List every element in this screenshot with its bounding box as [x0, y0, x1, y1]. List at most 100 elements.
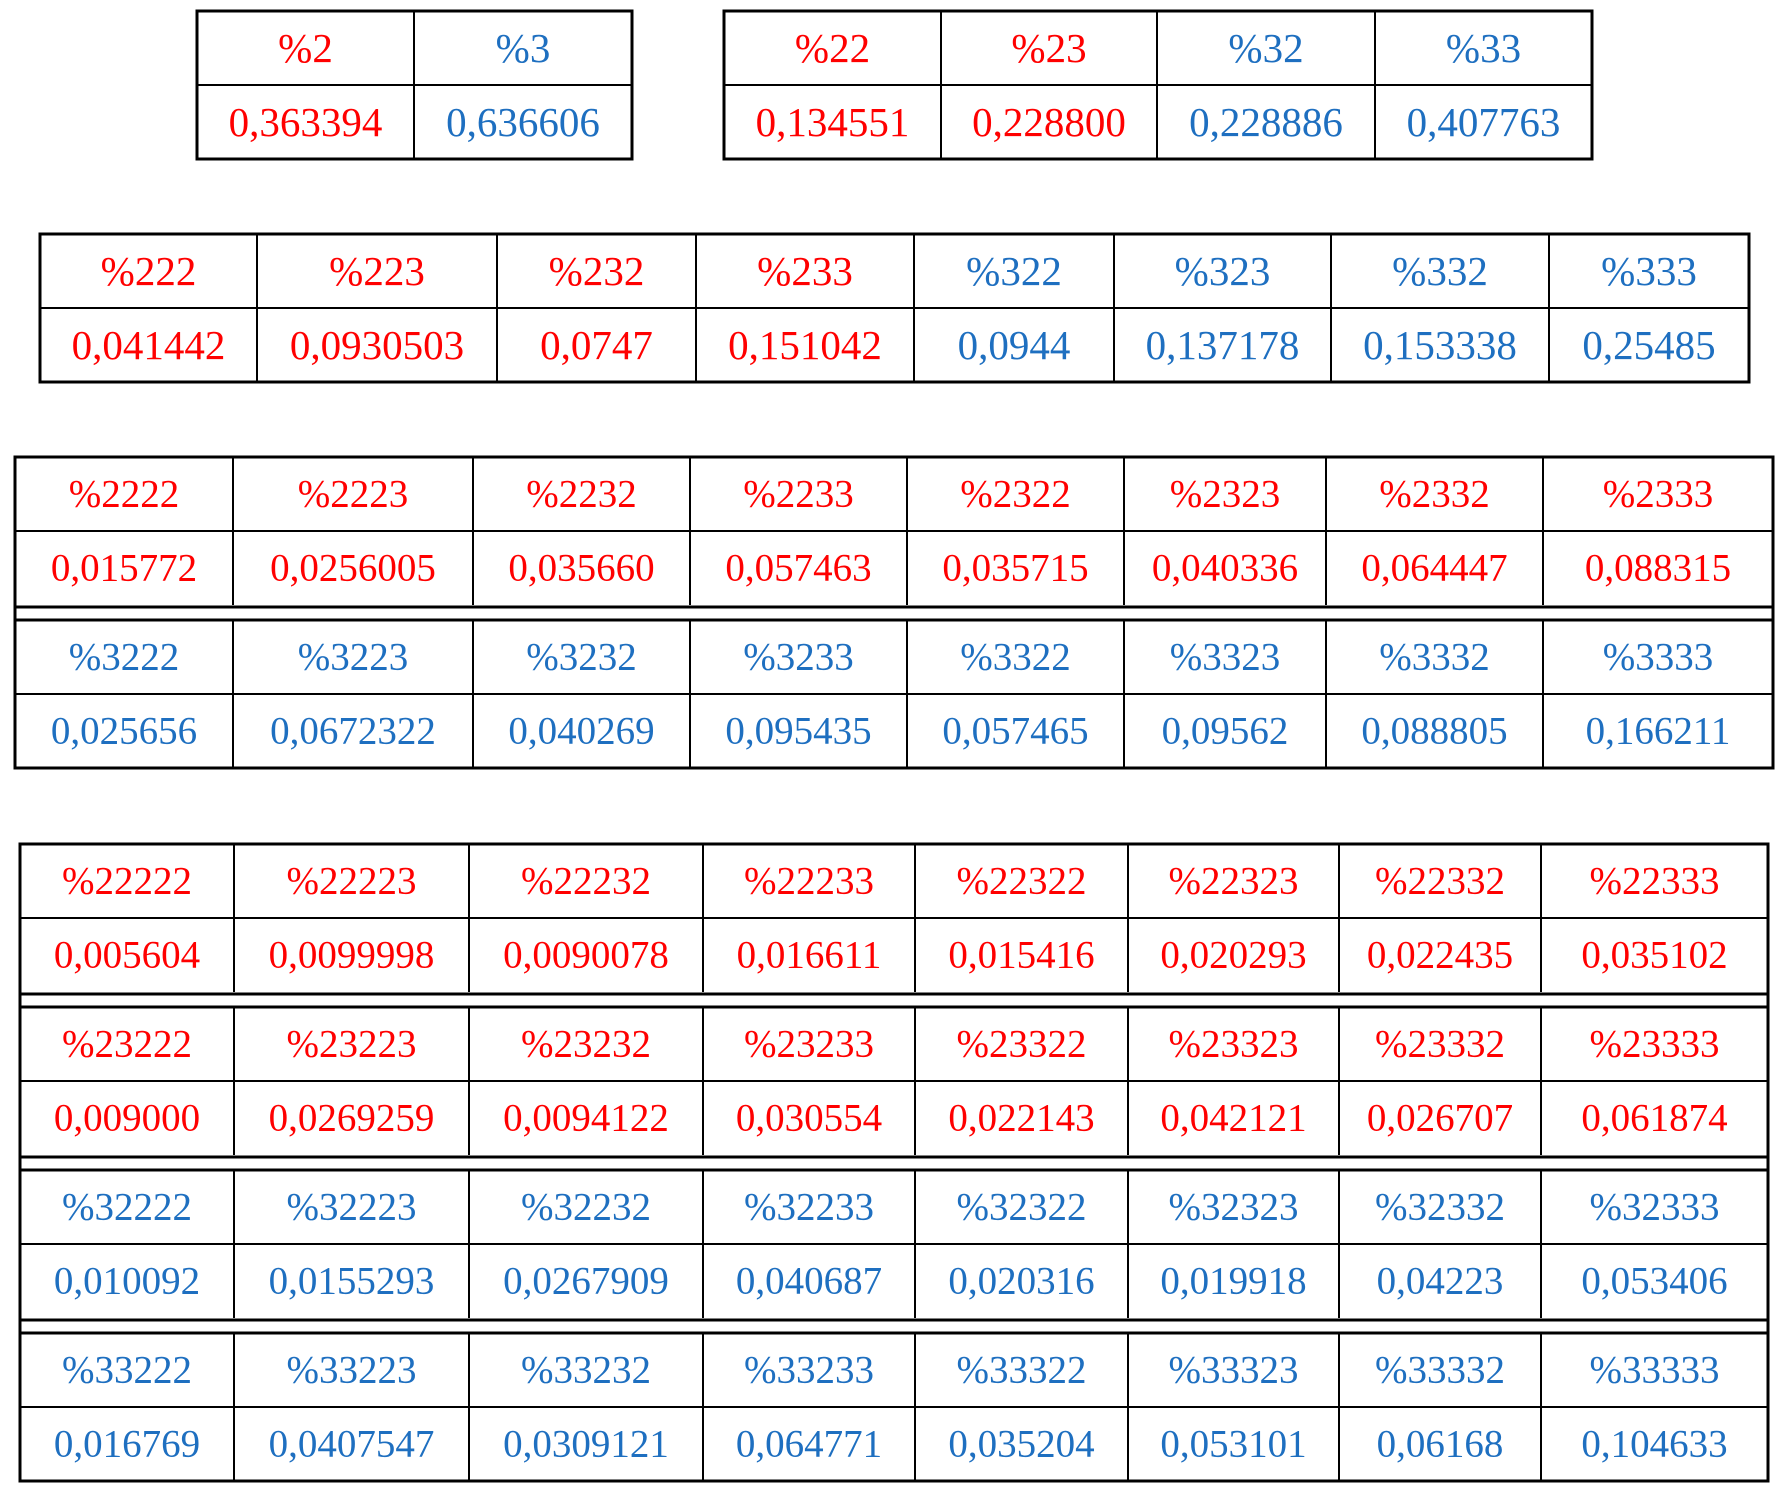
cell-value: 0,015772: [51, 547, 197, 590]
cell-label: %33332: [1375, 1349, 1505, 1392]
cell-value: 0,035660: [508, 547, 654, 590]
cell-label: %32233: [744, 1186, 874, 1229]
cell-value: 0,040687: [736, 1260, 882, 1303]
cell-label: %3223: [298, 636, 409, 679]
cell-value: 0,040336: [1152, 547, 1298, 590]
cell-value: 0,0930503: [290, 322, 464, 368]
cell-label: %23323: [1169, 1023, 1299, 1066]
cell-value: 0,088315: [1585, 547, 1731, 590]
cell-value: 0,061874: [1581, 1097, 1727, 1140]
cell-value: 0,095435: [725, 710, 871, 753]
cell-label: %22322: [957, 860, 1087, 903]
cell-value: 0,0094122: [503, 1097, 669, 1140]
cell-label: %22332: [1375, 860, 1505, 903]
cell-label: %23332: [1375, 1023, 1505, 1066]
cell-label: %22: [795, 25, 870, 71]
cell-value: 0,016611: [737, 934, 882, 977]
cell-value: 0,040269: [508, 710, 654, 753]
cell-value: 0,25485: [1582, 322, 1715, 368]
cell-value: 0,0155293: [269, 1260, 435, 1303]
cell-value: 0,153338: [1363, 322, 1517, 368]
cell-label: %23223: [287, 1023, 417, 1066]
cell-label: %2233: [743, 473, 854, 516]
cell-label: %2222: [69, 473, 180, 516]
cell-value: 0,015416: [948, 934, 1094, 977]
cell-label: %22233: [744, 860, 874, 903]
table-border: [18, 842, 1770, 1483]
cell-value: 0,035102: [1581, 934, 1727, 977]
cell-value: 0,088805: [1361, 710, 1507, 753]
cell-value: 0,035204: [948, 1423, 1094, 1466]
cell-label: %3233: [743, 636, 854, 679]
cell-value: 0,0747: [540, 322, 653, 368]
cell-label: %2: [278, 25, 333, 71]
cell-label: %22323: [1169, 860, 1299, 903]
cell-label: %32322: [957, 1186, 1087, 1229]
cell-value: 0,035715: [942, 547, 1088, 590]
cell-label: %3: [496, 25, 551, 71]
cell-label: %322: [966, 248, 1062, 294]
cell-label: %3332: [1379, 636, 1490, 679]
cell-value: 0,0309121: [503, 1423, 669, 1466]
cell-label: %323: [1175, 248, 1271, 294]
cell-label: %332: [1392, 248, 1488, 294]
cell-label: %222: [101, 248, 197, 294]
cell-label: %3323: [1170, 636, 1281, 679]
cell-label: %232: [549, 248, 645, 294]
cell-value: 0,019918: [1160, 1260, 1306, 1303]
cell-value: 0,0269259: [269, 1097, 435, 1140]
cell-value: 0,026707: [1367, 1097, 1513, 1140]
cell-label: %23: [1011, 25, 1086, 71]
cell-value: 0,06168: [1377, 1423, 1504, 1466]
cell-value: 0,363394: [229, 99, 383, 145]
cell-label: %32333: [1590, 1186, 1720, 1229]
cell-label: %23233: [744, 1023, 874, 1066]
cell-label: %23322: [957, 1023, 1087, 1066]
cell-label: %3232: [526, 636, 637, 679]
cell-value: 0,0256005: [270, 547, 436, 590]
cell-label: %233: [757, 248, 853, 294]
cell-label: %33: [1446, 25, 1521, 71]
cell-value: 0,228886: [1189, 99, 1343, 145]
cell-label: %2332: [1379, 473, 1490, 516]
cell-value: 0,0267909: [503, 1260, 669, 1303]
cell-label: %33222: [62, 1349, 192, 1392]
cell-value: 0,134551: [756, 99, 910, 145]
cell-value: 0,025656: [51, 710, 197, 753]
cell-value: 0,137178: [1146, 322, 1300, 368]
cell-value: 0,104633: [1581, 1423, 1727, 1466]
cell-label: %32323: [1169, 1186, 1299, 1229]
cell-label: %2333: [1603, 473, 1714, 516]
cell-value: 0,0090078: [503, 934, 669, 977]
cell-label: %22232: [521, 860, 651, 903]
cell-label: %2323: [1170, 473, 1281, 516]
cell-value: 0,04223: [1377, 1260, 1504, 1303]
cell-label: %333: [1601, 248, 1697, 294]
cell-value: 0,020316: [948, 1260, 1094, 1303]
cell-label: %23333: [1590, 1023, 1720, 1066]
cell-value: 0,005604: [54, 934, 200, 977]
cell-label: %3322: [960, 636, 1071, 679]
cell-value: 0,053101: [1160, 1423, 1306, 1466]
cell-value: 0,022143: [948, 1097, 1094, 1140]
cell-label: %33223: [287, 1349, 417, 1392]
cell-label: %32232: [521, 1186, 651, 1229]
cell-label: %32332: [1375, 1186, 1505, 1229]
cell-value: 0,057465: [942, 710, 1088, 753]
cell-value: 0,09562: [1162, 710, 1289, 753]
cell-label: %223: [329, 248, 425, 294]
cell-label: %22333: [1590, 860, 1720, 903]
cell-value: 0,064447: [1361, 547, 1507, 590]
cell-value: 0,636606: [446, 99, 600, 145]
cell-value: 0,0099998: [269, 934, 435, 977]
cell-value: 0,0672322: [270, 710, 436, 753]
cell-label: %33232: [521, 1349, 651, 1392]
cell-value: 0,041442: [72, 322, 226, 368]
cell-label: %2232: [526, 473, 637, 516]
cell-value: 0,064771: [736, 1423, 882, 1466]
table-border: [38, 232, 1751, 384]
cell-label: %33333: [1590, 1349, 1720, 1392]
cell-value: 0,022435: [1367, 934, 1513, 977]
table-border: [722, 9, 1594, 161]
